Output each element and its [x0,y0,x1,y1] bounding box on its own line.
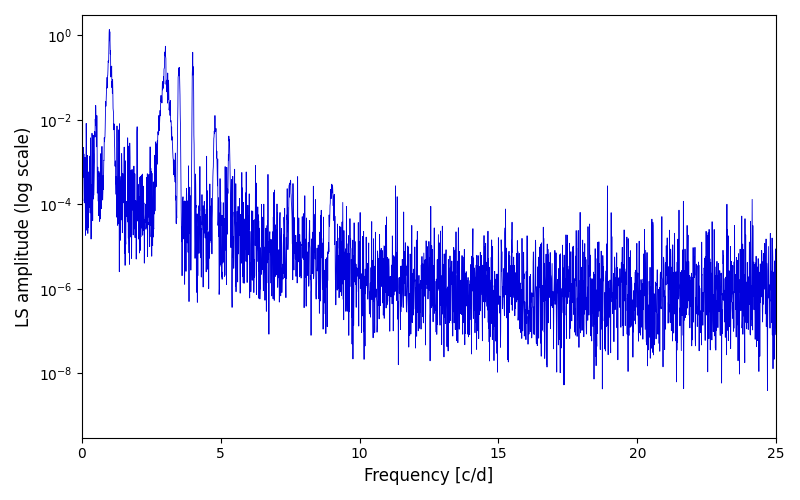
Y-axis label: LS amplitude (log scale): LS amplitude (log scale) [15,126,33,326]
X-axis label: Frequency [c/d]: Frequency [c/d] [364,467,494,485]
